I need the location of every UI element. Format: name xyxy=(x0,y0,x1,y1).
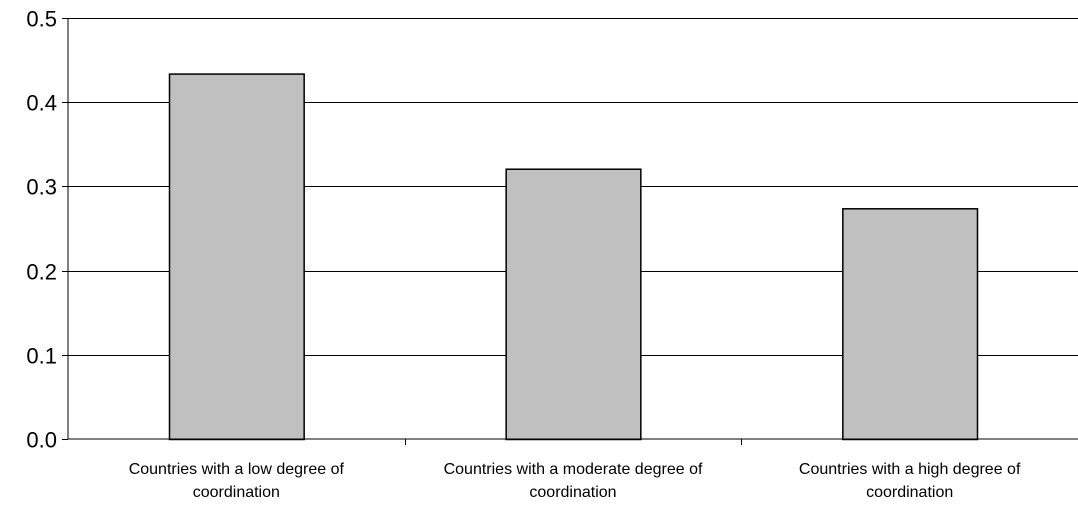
x-category-label: coordination xyxy=(193,484,280,501)
axes xyxy=(67,18,1078,440)
y-tick-label: 0.2 xyxy=(26,260,57,285)
bar-3 xyxy=(842,208,979,441)
x-category-label: Countries with a high degree of xyxy=(799,461,1021,478)
x-category-label: Countries with a low degree of xyxy=(129,461,345,478)
x-category-label: coordination xyxy=(529,484,616,501)
y-tick-label: 0.0 xyxy=(26,428,57,453)
y-tick-label: 0.1 xyxy=(26,344,57,369)
x-axis-ticks xyxy=(405,439,742,445)
y-axis-ticks: 0.0 0.1 0.2 0.3 0.4 0.5 xyxy=(26,7,68,453)
bar-1 xyxy=(168,73,305,441)
bar-2 xyxy=(505,168,642,441)
x-category-label: coordination xyxy=(866,484,953,501)
y-tick-label: 0.4 xyxy=(26,91,57,116)
x-category-label: Countries with a moderate degree of xyxy=(444,461,703,478)
y-tick-label: 0.5 xyxy=(26,7,57,32)
bars xyxy=(168,73,979,441)
y-tick-label: 0.3 xyxy=(26,175,57,200)
x-axis-labels: Countries with a low degree of coordinati… xyxy=(129,461,1021,501)
